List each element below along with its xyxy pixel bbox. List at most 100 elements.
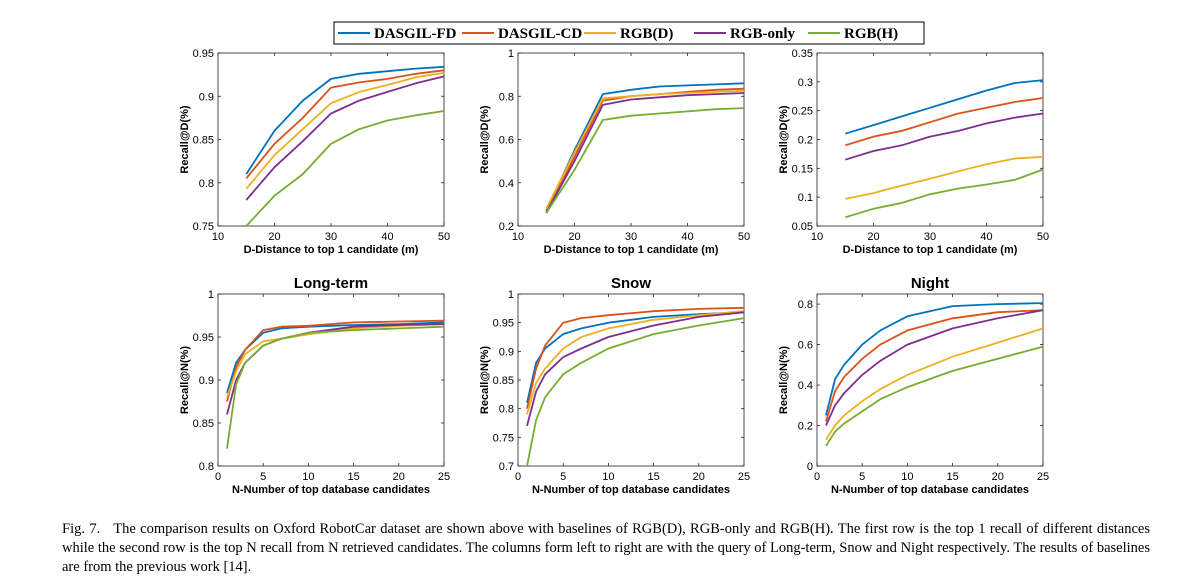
series-line-rgb-d <box>545 89 745 210</box>
y-tick-label: 1 <box>208 289 214 301</box>
y-tick-label: 0.8 <box>199 178 214 190</box>
y-tick-label: 0.2 <box>798 421 813 433</box>
chart-panel-1: 10 20 30 40 50 0.75 0.8 0.85 0.9 0.95 D-Distance t… <box>179 48 450 256</box>
series-line-dasgil-fd <box>526 311 745 404</box>
y-tick-label: 0.2 <box>499 221 514 233</box>
series-line-rgb-only <box>845 112 1044 161</box>
series-line-rgb-only <box>245 75 445 201</box>
y-tick-label: 0.8 <box>798 299 813 311</box>
series-line-dasgil-fd <box>825 302 1044 416</box>
x-tick-label: 0 <box>814 471 820 483</box>
x-tick-label: 30 <box>325 231 337 243</box>
x-tick-label: 20 <box>268 231 280 243</box>
x-tick-label: 15 <box>647 471 659 483</box>
series-line-dasgil-fd <box>226 321 445 394</box>
x-axis-label: N-Number of top database candidates <box>831 484 1029 496</box>
x-tick-label: 10 <box>811 231 823 243</box>
series-line-rgb-only <box>545 92 745 214</box>
legend-box <box>333 21 925 45</box>
series-line-dasgil-cd <box>526 306 745 409</box>
legend-entry-rgb-h: RGB(H) <box>808 26 898 42</box>
y-tick-label: 0.75 <box>193 221 214 233</box>
y-tick-label: 0 <box>807 461 813 473</box>
x-axis-label: D-Distance to top 1 candidate (m) <box>244 244 419 256</box>
y-axis-label: Recall@N(%) <box>479 346 491 415</box>
legend-entry-dasgil-fd: DASGIL-FD <box>338 26 457 42</box>
legend-label: RGB(H) <box>844 26 898 42</box>
x-tick-label: 20 <box>867 231 879 243</box>
y-tick-label: 0.8 <box>499 404 514 416</box>
chart-panel-6: 0 5 10 15 20 25 0 0.2 0.4 0.6 0.8 N-Number of top d… <box>778 275 1049 496</box>
figure-caption: Fig. 7. The comparison results on Oxford… <box>62 520 1150 577</box>
y-tick-label: 0.6 <box>499 135 514 147</box>
series-line-rgb-h <box>545 107 745 214</box>
chart-panel-5: 0 5 10 15 20 25 0.7 0.75 0.8 0.85 0.9 0.95 1 N-Number… <box>479 275 750 496</box>
series-line-rgb-only <box>526 311 745 427</box>
y-tick-label: 0.95 <box>493 318 514 330</box>
legend: DASGIL-FD DASGIL-CD RGB(D) RGB-only RGB(H) <box>333 21 925 45</box>
legend-label: DASGIL-FD <box>374 26 457 42</box>
y-tick-label: 0.95 <box>193 332 214 344</box>
chart-title: Night <box>911 275 949 292</box>
series-line-rgb-h <box>526 317 745 467</box>
caption-label: Fig. 7. <box>62 521 101 537</box>
y-tick-label: 0.9 <box>199 91 214 103</box>
chart-panel-3: 10 20 30 40 50 0.05 0.1 0.15 0.2 0.25 0.3 0.35 D-Dis… <box>778 48 1049 256</box>
x-axis-label: D-Distance to top 1 candidate (m) <box>843 244 1018 256</box>
chart-panel-2: 10 20 30 40 50 0.2 0.4 0.6 0.8 1 D-Distance to top… <box>479 48 750 256</box>
x-tick-label: 20 <box>693 471 705 483</box>
series-line-dasgil-fd <box>245 65 445 175</box>
x-tick-label: 10 <box>602 471 614 483</box>
y-tick-label: 1 <box>508 289 514 301</box>
series-line-rgb-h <box>226 325 445 449</box>
x-tick-label: 10 <box>212 231 224 243</box>
y-tick-label: 0.85 <box>193 135 214 147</box>
y-tick-label: 0.25 <box>792 106 813 118</box>
series-line-rgb-d <box>825 327 1044 441</box>
x-axis-label: D-Distance to top 1 candidate (m) <box>544 244 719 256</box>
chart-title: Snow <box>611 275 651 292</box>
figure: DASGIL-FD DASGIL-CD RGB(D) RGB-only RGB(H) 1… <box>179 21 1049 496</box>
x-tick-label: 25 <box>1037 471 1049 483</box>
y-tick-label: 0.4 <box>499 178 514 190</box>
series-line-rgb-d <box>245 72 445 190</box>
x-tick-label: 20 <box>393 471 405 483</box>
series-line-rgb-h <box>245 110 445 227</box>
x-tick-label: 25 <box>438 471 450 483</box>
y-tick-label: 0.8 <box>199 461 214 473</box>
y-tick-label: 0.85 <box>493 375 514 387</box>
y-axis-label: Recall@N(%) <box>179 346 191 415</box>
x-tick-label: 10 <box>512 231 524 243</box>
y-tick-label: 0.4 <box>798 380 813 392</box>
y-tick-label: 0.9 <box>199 375 214 387</box>
y-tick-label: 0.1 <box>798 192 813 204</box>
legend-label: RGB-only <box>730 26 796 42</box>
y-tick-label: 0.15 <box>792 163 813 175</box>
caption-text: The comparison results on Oxford RobotCa… <box>62 521 1151 575</box>
y-tick-label: 0.05 <box>792 221 813 233</box>
y-tick-label: 0.35 <box>792 48 813 60</box>
x-tick-label: 40 <box>681 231 693 243</box>
x-tick-label: 5 <box>859 471 865 483</box>
y-tick-label: 0.85 <box>193 418 214 430</box>
series-line-dasgil-cd <box>845 97 1044 147</box>
chart-panel-4: 0 5 10 15 20 25 0.8 0.85 0.9 0.95 1 N-Number of top… <box>179 275 450 496</box>
legend-label: RGB(D) <box>620 26 673 42</box>
y-axis-label: Recall@D(%) <box>479 105 491 174</box>
series-line-rgb-h <box>845 168 1044 219</box>
series-line-rgb-only <box>226 323 445 415</box>
series-line-dasgil-cd <box>226 319 445 402</box>
y-tick-label: 0.9 <box>499 346 514 358</box>
y-tick-label: 1 <box>508 48 514 60</box>
x-tick-label: 40 <box>980 231 992 243</box>
x-tick-label: 0 <box>515 471 521 483</box>
x-tick-label: 30 <box>924 231 936 243</box>
series-line-dasgil-fd <box>545 82 745 212</box>
plot-area <box>816 52 1044 227</box>
x-tick-label: 25 <box>738 471 750 483</box>
x-tick-label: 20 <box>992 471 1004 483</box>
y-tick-label: 0.3 <box>798 77 813 89</box>
y-axis-label: Recall@D(%) <box>778 105 790 174</box>
x-tick-label: 0 <box>215 471 221 483</box>
series-line-rgb-h <box>825 345 1044 447</box>
